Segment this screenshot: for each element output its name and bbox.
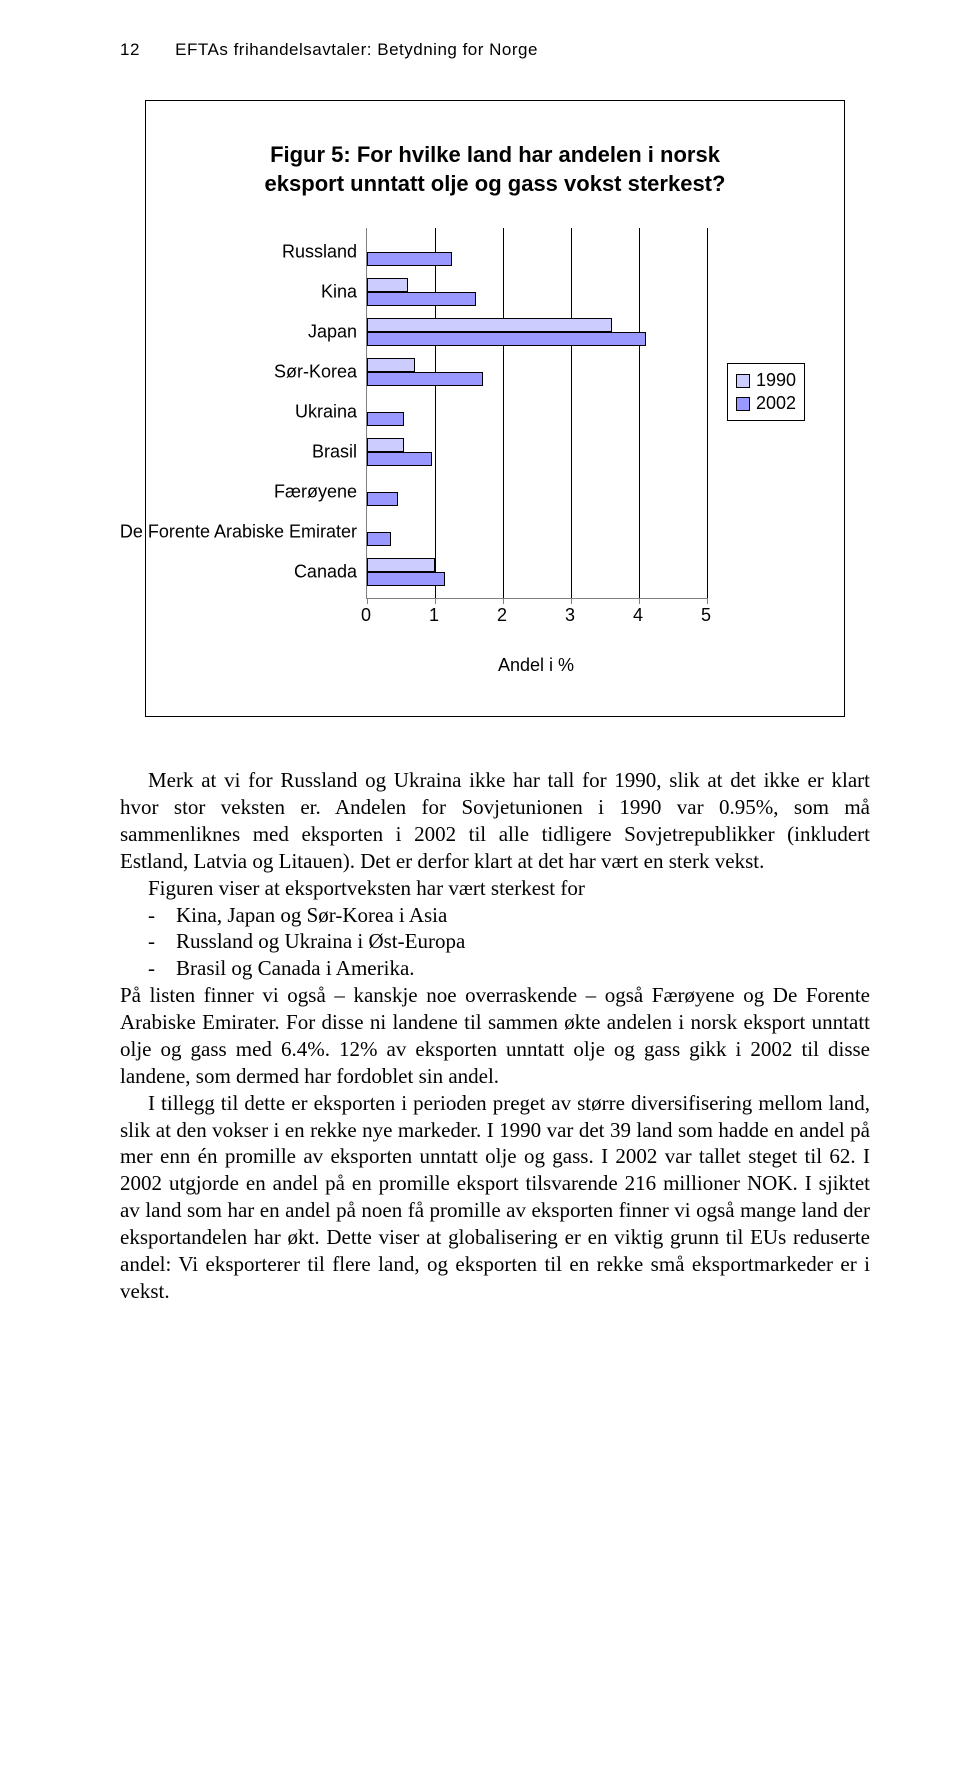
chart-x-tick-label: 1 [429, 605, 439, 626]
chart-x-tick-label: 0 [361, 605, 371, 626]
chart-category-label: Færøyene [274, 482, 367, 503]
chart-category-group: Kina [367, 272, 707, 312]
chart-x-tick-label: 4 [633, 605, 643, 626]
paragraph-1: Merk at vi for Russland og Ukraina ikke … [120, 767, 870, 875]
chart-bar [367, 572, 445, 586]
chart-category-group: Færøyene [367, 472, 707, 512]
chart-bar [367, 292, 476, 306]
chart-bar [367, 252, 452, 266]
chart-category-group: Japan [367, 312, 707, 352]
chart-category-label: Ukraina [295, 402, 367, 423]
chart-category-label: Japan [308, 322, 367, 343]
paragraph-2-bullet-1: - Kina, Japan og Sør-Korea i Asia [120, 902, 870, 929]
paragraph-2-intro: Figuren viser at eksportveksten har vært… [120, 875, 870, 902]
running-header: 12 EFTAs frihandelsavtaler: Betydning fo… [120, 40, 870, 60]
legend-item: 2002 [736, 393, 796, 414]
chart-bar [367, 438, 404, 452]
chart-category-label: De Forente Arabiske Emirater [120, 522, 367, 543]
chart-x-tick-label: 5 [701, 605, 711, 626]
figure-5-box: Figur 5: For hvilke land har andelen i n… [145, 100, 845, 717]
chart-category-group: Ukraina [367, 392, 707, 432]
body-text: Merk at vi for Russland og Ukraina ikke … [120, 767, 870, 1305]
chart-category-label: Russland [282, 242, 367, 263]
chart-tick [707, 598, 708, 604]
chart-category-label: Canada [294, 562, 367, 583]
chart-category-label: Sør-Korea [274, 362, 367, 383]
bar-chart: RusslandKinaJapanSør-KoreaUkrainaBrasilF… [176, 228, 707, 676]
chart-bar [367, 532, 391, 546]
chart-x-tick-label: 2 [497, 605, 507, 626]
legend-item: 1990 [736, 370, 796, 391]
figure-title-line2: eksport unntatt olje og gass vokst sterk… [265, 171, 726, 196]
figure-title: Figur 5: For hvilke land har andelen i n… [176, 141, 814, 198]
page-number: 12 [120, 40, 140, 60]
chart-category-group: De Forente Arabiske Emirater [367, 512, 707, 552]
chart-plot-area: RusslandKinaJapanSør-KoreaUkrainaBrasilF… [366, 228, 707, 599]
chart-gridline [707, 228, 708, 598]
chart-category-group: Russland [367, 232, 707, 272]
figure-title-line1: Figur 5: For hvilke land har andelen i n… [270, 142, 720, 167]
chart-legend: 19902002 [727, 363, 805, 421]
chart-bar [367, 558, 435, 572]
chart-category-label: Brasil [312, 442, 367, 463]
chart-category-label: Kina [321, 282, 367, 303]
chart-bar [367, 358, 415, 372]
legend-label: 1990 [756, 370, 796, 391]
chart-bar [367, 492, 398, 506]
chart-bar [367, 372, 483, 386]
paragraph-4: I tillegg til dette er eksporten i perio… [120, 1090, 870, 1305]
chart-bar [367, 332, 646, 346]
legend-label: 2002 [756, 393, 796, 414]
chart-bar [367, 318, 612, 332]
running-title: EFTAs frihandelsavtaler: Betydning for N… [175, 40, 538, 59]
chart-category-group: Canada [367, 552, 707, 592]
chart-x-axis: 012345 [366, 599, 706, 627]
chart-category-group: Brasil [367, 432, 707, 472]
paragraph-2-bullet-2: - Russland og Ukraina i Øst-Europa [120, 928, 870, 955]
chart-bar [367, 452, 432, 466]
chart-bar [367, 412, 404, 426]
chart-category-group: Sør-Korea [367, 352, 707, 392]
legend-swatch [736, 374, 750, 388]
chart-bar [367, 278, 408, 292]
paragraph-3: På listen finner vi også – kanskje noe o… [120, 982, 870, 1090]
chart-x-tick-label: 3 [565, 605, 575, 626]
legend-swatch [736, 397, 750, 411]
paragraph-2-bullet-3: - Brasil og Canada i Amerika. [120, 955, 870, 982]
chart-x-axis-title: Andel i % [366, 655, 706, 676]
